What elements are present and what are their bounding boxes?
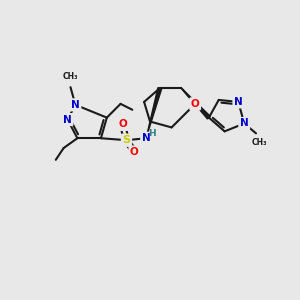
- Text: CH₃: CH₃: [63, 72, 78, 81]
- Text: S: S: [122, 135, 130, 145]
- Polygon shape: [146, 88, 162, 138]
- Text: O: O: [130, 147, 139, 157]
- Text: N: N: [71, 100, 80, 110]
- Text: N: N: [234, 97, 243, 107]
- Text: CH₃: CH₃: [251, 138, 267, 147]
- Text: O: O: [118, 119, 127, 130]
- Text: N: N: [142, 133, 150, 143]
- Text: N: N: [63, 115, 72, 124]
- Text: O: O: [191, 99, 200, 109]
- Text: N: N: [240, 118, 249, 128]
- Polygon shape: [182, 88, 210, 119]
- Text: H: H: [148, 129, 156, 138]
